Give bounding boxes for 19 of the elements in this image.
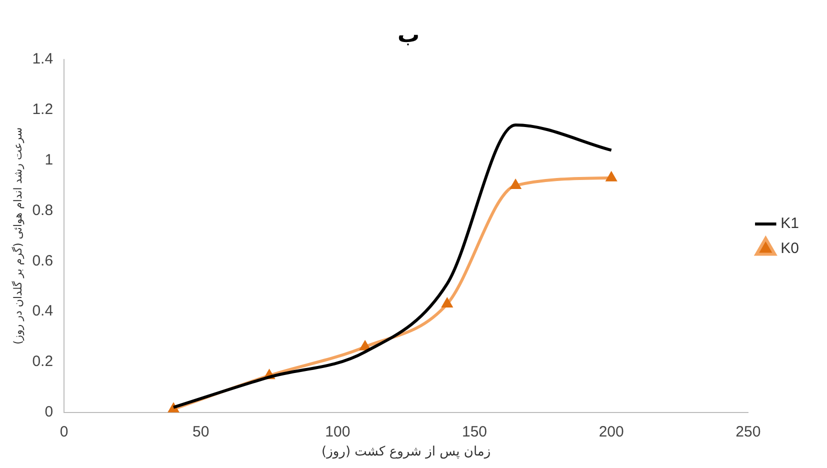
x-tick-label: 100 <box>325 424 350 441</box>
y-tick-label: 0.4 <box>32 302 54 320</box>
chart-title: ب <box>397 22 420 48</box>
x-tick-label: 150 <box>462 424 488 441</box>
x-tick-label: 250 <box>736 424 761 441</box>
legend-label: K0 <box>780 240 800 258</box>
x-tick-label: 200 <box>598 424 624 441</box>
y-tick-label: 1.2 <box>32 100 54 118</box>
y-tick-label: 1 <box>44 151 54 168</box>
y-tick-label: 0 <box>44 404 54 421</box>
y-tick-label: 0.2 <box>32 353 54 370</box>
x-axis-title: زمان پس از شروع کشت (روز) <box>322 444 491 460</box>
legend-label: K1 <box>780 215 800 232</box>
y-tick-label: 0.6 <box>32 252 54 270</box>
x-tick-label: 50 <box>192 424 210 441</box>
y-tick-label: 0.8 <box>32 202 54 219</box>
y-tick-label: 1.4 <box>32 50 54 68</box>
x-tick-label: 0 <box>60 424 68 441</box>
y-axis-title: سرعت رشد اندام هوائی (گرم بر گلدان در روز) <box>11 127 24 345</box>
